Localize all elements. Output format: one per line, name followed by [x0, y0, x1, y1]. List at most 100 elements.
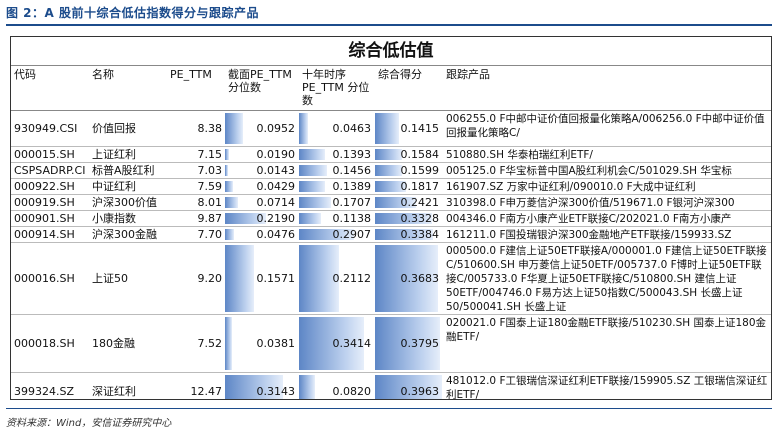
cell-pe-cross-section-value: 0.0952	[256, 121, 296, 135]
source-rule	[6, 408, 772, 409]
cell-pe-cross-section-bar	[225, 181, 233, 192]
cell-pe-cross-section: 0.1571	[225, 242, 299, 315]
cell-pe-time-series-value: 0.1393	[332, 147, 372, 161]
figure-title-rule	[6, 24, 772, 26]
table-title-rule	[11, 65, 771, 66]
cell-products: 310398.0 F申万菱信沪深300价值/519671.0 F银河沪深300	[443, 194, 771, 211]
cell-code: 000919.SH	[11, 194, 89, 211]
cell-name: 标普A股红利	[89, 162, 167, 179]
cell-score: 0.3384	[375, 226, 443, 243]
cell-products: 006255.0 F中邮中证价值回报量化策略A/006256.0 F中邮中证价值…	[443, 110, 771, 147]
cell-pe-cross-section-value: 0.3143	[256, 384, 296, 398]
cell-pe-time-series-value: 0.0463	[332, 121, 372, 135]
cell-code: 000015.SH	[11, 146, 89, 163]
cell-pe-time-series-bar	[299, 181, 326, 192]
cell-pe-time-series-bar	[299, 165, 327, 176]
cell-score-bar	[375, 317, 440, 370]
table-row: 000016.SH 上证50 9.20 0.1571 0.2112 0.3683 00050…	[11, 242, 771, 315]
cell-code: 000901.SH	[11, 210, 89, 227]
cell-score: 0.3328	[375, 210, 443, 227]
table-header-row: 代码 名称 PE_TTM 截面PE_TTM 分位数 十年时序 PE_TTM 分位…	[11, 66, 771, 111]
table-row: 399324.SZ 深证红利 12.47 0.3143 0.0820 0.3963 4810…	[11, 372, 771, 399]
cell-name: 沪深300金融	[89, 226, 167, 243]
figure-title: 图 2：A 股前十综合低估指数得分与跟踪产品	[6, 6, 259, 20]
cell-pe-cross-section-bar	[225, 113, 243, 144]
cell-pe-cross-section-value: 0.2190	[256, 211, 296, 225]
cell-score-value: 0.3328	[400, 211, 440, 225]
cell-pe-time-series-bar	[299, 375, 315, 399]
cell-pe: 7.52	[167, 314, 225, 373]
cell-pe: 7.70	[167, 226, 225, 243]
cell-pe-time-series: 0.1393	[299, 146, 375, 163]
cell-pe-cross-section-value: 0.0429	[256, 179, 296, 193]
table-row: 000919.SH 沪深300价值 8.01 0.0714 0.1707 0.2421 31…	[11, 194, 771, 211]
cell-score: 0.3795	[375, 314, 443, 373]
header-products: 跟踪产品	[443, 66, 771, 111]
cell-pe-cross-section: 0.0143	[225, 162, 299, 179]
cell-pe: 9.20	[167, 242, 225, 315]
cell-score-value: 0.3683	[400, 271, 440, 285]
table-row: 000901.SH 小康指数 9.87 0.2190 0.1138 0.3328 00434…	[11, 210, 771, 227]
cell-pe-cross-section-bar	[225, 317, 233, 370]
cell-pe-time-series: 0.1456	[299, 162, 375, 179]
cell-pe: 7.15	[167, 146, 225, 163]
cell-name: 沪深300价值	[89, 194, 167, 211]
cell-code: 930949.CSI	[11, 110, 89, 147]
cell-pe: 7.03	[167, 162, 225, 179]
cell-code: 000922.SH	[11, 178, 89, 195]
table-row: 930949.CSI 价值回报 8.38 0.0952 0.0463 0.1415 0062…	[11, 110, 771, 147]
cell-pe-cross-section: 0.0476	[225, 226, 299, 243]
cell-score-bar	[375, 149, 402, 160]
cell-pe-time-series-value: 0.1138	[332, 211, 372, 225]
cell-score: 0.3683	[375, 242, 443, 315]
cell-score-value: 0.3795	[400, 336, 440, 350]
table-title: 综合低估值	[348, 41, 434, 61]
cell-score-value: 0.1415	[400, 121, 440, 135]
cell-score-value: 0.3384	[400, 227, 440, 241]
cell-name: 价值回报	[89, 110, 167, 147]
cell-score: 0.1415	[375, 110, 443, 147]
cell-pe-cross-section: 0.0190	[225, 146, 299, 163]
cell-code: 000018.SH	[11, 314, 89, 373]
cell-score: 0.1584	[375, 146, 443, 163]
cell-pe-time-series-bar	[299, 197, 332, 208]
cell-name: 中证红利	[89, 178, 167, 195]
cell-score-value: 0.1817	[400, 179, 440, 193]
cell-pe-time-series: 0.1138	[299, 210, 375, 227]
cell-pe-time-series-value: 0.2112	[332, 271, 372, 285]
cell-score-bar	[375, 375, 443, 399]
cell-pe-cross-section-value: 0.0381	[256, 336, 296, 350]
cell-pe-time-series-value: 0.2907	[332, 227, 372, 241]
cell-pe-cross-section-bar	[225, 229, 234, 240]
cell-score-bar	[375, 197, 417, 208]
cell-score: 0.3963	[375, 372, 443, 399]
cell-pe-cross-section-bar	[225, 165, 228, 176]
cell-score-bar	[375, 213, 432, 224]
cell-pe-time-series-value: 0.1707	[332, 195, 372, 209]
cell-score: 0.1599	[375, 162, 443, 179]
cell-score-bar	[375, 245, 438, 312]
cell-pe-cross-section-bar	[225, 213, 266, 224]
table-frame: 综合低估值 代码 名称 PE_TTM 截面PE_TTM 分位数 十年时序 PE_…	[10, 36, 772, 400]
cell-score-bar	[375, 165, 403, 176]
cell-pe-time-series: 0.1707	[299, 194, 375, 211]
cell-pe-time-series: 0.2112	[299, 242, 375, 315]
cell-pe-time-series-bar	[299, 229, 355, 240]
cell-pe-cross-section-bar	[225, 245, 255, 312]
cell-pe-cross-section: 0.0714	[225, 194, 299, 211]
cell-score-bar	[375, 181, 406, 192]
cell-pe: 12.47	[167, 372, 225, 399]
cell-score-value: 0.1599	[400, 163, 440, 177]
cell-name: 上证50	[89, 242, 167, 315]
cell-pe-cross-section-value: 0.0714	[256, 195, 296, 209]
cell-pe-time-series-bar	[299, 113, 308, 144]
cell-name: 小康指数	[89, 210, 167, 227]
cell-score-value: 0.2421	[400, 195, 440, 209]
cell-pe-cross-section-bar	[225, 149, 229, 160]
cell-products: 161907.SZ 万家中证红利/090010.0 F大成中证红利	[443, 178, 771, 195]
cell-pe-cross-section: 0.0429	[225, 178, 299, 195]
cell-pe-time-series: 0.0820	[299, 372, 375, 399]
cell-pe-time-series: 0.2907	[299, 226, 375, 243]
header-pe-cross-section: 截面PE_TTM 分位数	[225, 66, 299, 111]
cell-products: 020021.0 F国泰上证180金融ETF联接/510230.SH 国泰上证1…	[443, 314, 771, 373]
